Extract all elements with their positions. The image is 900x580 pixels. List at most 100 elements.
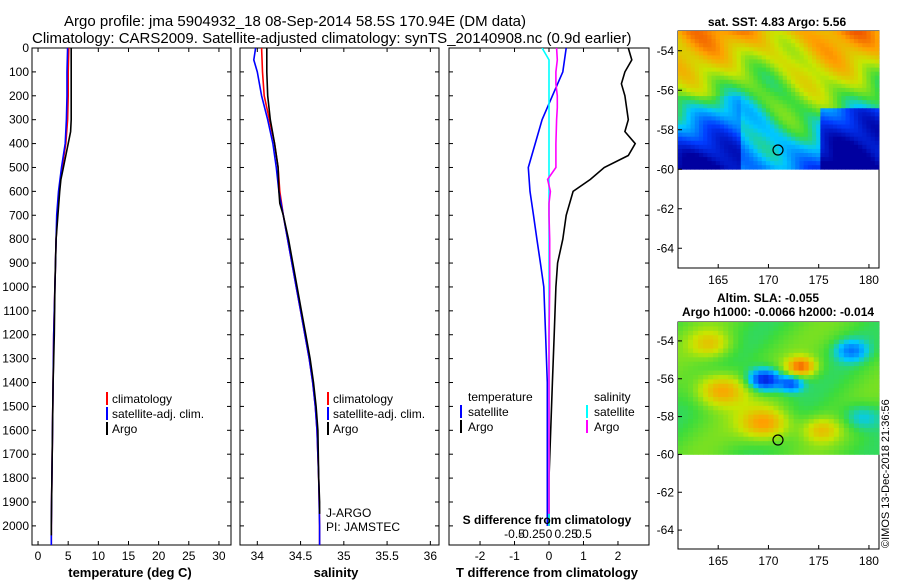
sst-cell — [690, 79, 696, 85]
sst-cell — [874, 157, 880, 162]
sst-cell — [870, 124, 876, 129]
sst-cell — [715, 112, 721, 117]
sst-cell — [740, 63, 746, 68]
sst-cell — [711, 128, 717, 134]
sla-cell — [713, 423, 719, 429]
sla-cell — [778, 397, 784, 402]
sla-cell — [863, 414, 870, 420]
sst-cell — [778, 128, 784, 134]
sst-cell — [791, 55, 796, 60]
sla-cell — [733, 392, 739, 398]
sst-cell — [707, 71, 712, 77]
sst-cell — [732, 124, 738, 129]
sst-cell — [853, 165, 859, 170]
sla-cell — [678, 436, 684, 442]
lat-tick-label: -58 — [657, 123, 675, 137]
sst-cell — [724, 136, 729, 142]
sla-cell — [803, 374, 810, 380]
sla-cell — [833, 432, 840, 438]
sst-cell — [753, 136, 758, 142]
sst-cell — [774, 96, 779, 101]
sla-cell — [688, 339, 694, 345]
sst-cell — [778, 79, 784, 85]
sla-cell — [828, 427, 835, 433]
sst-cell — [736, 112, 742, 117]
sst-cell — [799, 165, 805, 170]
sst-cell — [682, 157, 687, 162]
sla-cell — [733, 388, 739, 394]
sst-cell — [849, 108, 855, 113]
sst-cell — [745, 161, 750, 166]
sst-cell — [719, 35, 725, 40]
sst-cell — [803, 71, 809, 77]
sst-cell — [732, 91, 738, 97]
sla-cell — [708, 432, 714, 438]
sla-cell — [833, 357, 840, 363]
sla-cell — [738, 419, 744, 424]
sst-cell — [803, 148, 809, 154]
sst-cell — [698, 71, 704, 77]
sst-cell — [849, 71, 855, 77]
sst-cell — [682, 79, 687, 85]
sst-cell — [820, 39, 825, 44]
sst-cell — [761, 157, 767, 162]
sst-cell — [858, 152, 863, 158]
sst-cell — [774, 144, 779, 150]
sla-cell — [853, 397, 860, 402]
sla-cell — [698, 330, 704, 336]
sla-cell — [708, 383, 714, 389]
sst-cell — [686, 55, 691, 60]
sst-cell — [715, 128, 721, 134]
sla-cell — [733, 348, 739, 354]
sst-cell — [824, 47, 830, 52]
sst-cell — [728, 120, 733, 125]
sla-cell — [803, 361, 810, 367]
sst-cell — [816, 55, 821, 60]
sst-cell — [791, 104, 796, 109]
sst-cell — [795, 165, 800, 170]
sst-cell — [832, 124, 838, 129]
sla-cell — [748, 445, 754, 451]
sla-cell — [843, 405, 850, 411]
sla-cell — [678, 423, 684, 429]
sst-cell — [874, 124, 880, 129]
sla-cell — [748, 344, 754, 349]
sst-cell — [765, 87, 771, 93]
sst-cell — [749, 43, 754, 48]
sst-cell — [862, 31, 867, 36]
sla-cell — [808, 441, 815, 446]
sla-cell — [873, 374, 880, 380]
sst-cell — [874, 35, 880, 40]
sla-cell — [768, 450, 774, 455]
sla-cell — [873, 383, 880, 389]
sla-cell — [733, 339, 739, 345]
sla-cell — [833, 383, 840, 389]
sla-cell — [693, 374, 699, 380]
sst-cell — [711, 132, 717, 138]
sla-cell — [853, 414, 860, 420]
sst-cell — [690, 31, 696, 36]
sla-cell — [838, 322, 845, 327]
sla-cell — [708, 401, 714, 407]
sla-cell — [728, 348, 734, 354]
sst-cell — [791, 120, 796, 125]
sst-cell — [765, 144, 771, 150]
sst-cell — [749, 120, 754, 125]
sla-cell — [743, 410, 749, 416]
sla-cell — [773, 374, 779, 380]
sst-cell — [740, 104, 746, 109]
sst-cell — [820, 100, 825, 105]
sla-cell — [813, 335, 820, 341]
sst-cell — [682, 104, 687, 109]
sst-cell — [803, 47, 809, 52]
sst-cell — [866, 96, 872, 101]
sst-cell — [757, 75, 763, 81]
sla-cell — [828, 401, 835, 407]
sst-cell — [786, 112, 792, 117]
sst-cell — [761, 148, 767, 154]
sst-cell — [703, 124, 708, 129]
sst-cell — [799, 104, 805, 109]
sla-cell — [788, 423, 794, 429]
sst-cell — [870, 132, 876, 138]
sla-cell — [758, 379, 764, 385]
